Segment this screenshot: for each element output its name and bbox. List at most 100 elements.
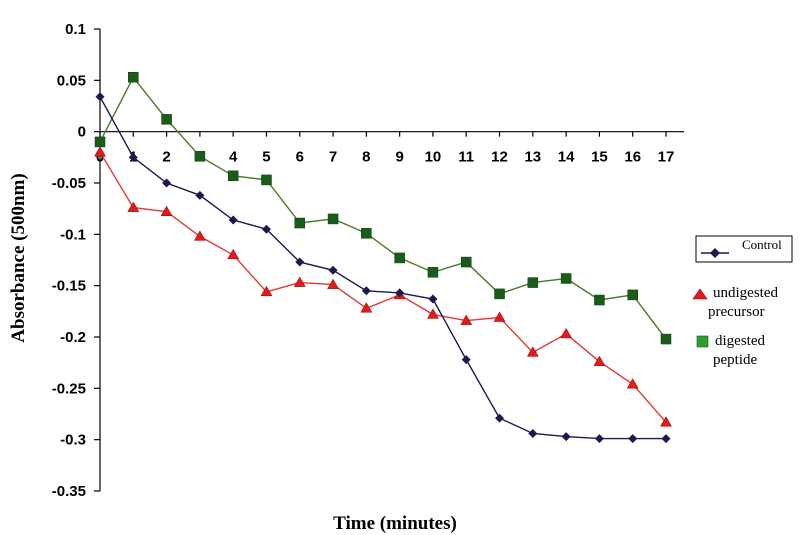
data-point-square bbox=[660, 333, 672, 345]
data-point-square bbox=[161, 114, 172, 125]
x-tick-label: 16 bbox=[624, 149, 641, 166]
data-point-triangle bbox=[360, 302, 373, 313]
data-point-diamond bbox=[528, 429, 538, 439]
series-undigested-precursor bbox=[94, 146, 672, 427]
series-line bbox=[99, 96, 666, 440]
data-point-triangle bbox=[560, 327, 573, 339]
series-control bbox=[95, 92, 671, 444]
x-tick-label: 8 bbox=[362, 149, 370, 166]
x-tick-label: 17 bbox=[658, 149, 675, 166]
series-line bbox=[99, 151, 667, 423]
data-point-square bbox=[361, 228, 372, 239]
data-point-square bbox=[427, 267, 439, 278]
y-tick-label: -0.35 bbox=[52, 483, 86, 500]
data-point-diamond bbox=[628, 434, 638, 444]
legend-control-label: Control bbox=[742, 237, 782, 252]
x-tick-label: 7 bbox=[329, 149, 337, 166]
data-point-square bbox=[460, 256, 472, 268]
data-point-triangle bbox=[660, 416, 672, 427]
x-tick-label: 2 bbox=[162, 149, 170, 166]
data-point-diamond bbox=[295, 257, 305, 267]
legend-control-box bbox=[695, 235, 793, 263]
data-point-square bbox=[394, 252, 405, 264]
data-point-triangle bbox=[227, 248, 240, 260]
data-point-diamond bbox=[561, 432, 571, 442]
data-point-square bbox=[594, 294, 605, 306]
x-tick-label: 11 bbox=[458, 149, 474, 166]
data-point-diamond bbox=[661, 434, 671, 444]
data-point-diamond bbox=[428, 294, 438, 304]
legend-undigested-marker bbox=[692, 288, 708, 300]
y-tick-label: 0.1 bbox=[65, 21, 86, 38]
data-point-triangle bbox=[526, 346, 539, 357]
data-point-square bbox=[94, 136, 106, 148]
data-point-diamond bbox=[328, 265, 338, 275]
y-tick-label: -0.2 bbox=[60, 329, 86, 346]
legend-undigested-label-1: undigested bbox=[713, 285, 778, 301]
x-tick-label: 15 bbox=[591, 149, 608, 166]
data-point-square bbox=[128, 72, 139, 83]
y-tick-label: -0.25 bbox=[52, 380, 86, 397]
x-tick-label: 9 bbox=[395, 149, 403, 166]
data-point-triangle bbox=[260, 285, 273, 297]
legend-undigested-label-2: precursor bbox=[708, 304, 765, 320]
data-point-triangle bbox=[493, 311, 506, 322]
data-point-triangle bbox=[427, 308, 439, 319]
data-point-diamond bbox=[461, 355, 471, 365]
data-point-triangle bbox=[626, 378, 639, 389]
data-point-square bbox=[261, 174, 272, 186]
data-point-square bbox=[560, 273, 572, 284]
y-tick-label: 0.05 bbox=[57, 72, 86, 89]
x-tick-label: 13 bbox=[524, 149, 541, 166]
data-point-triangle bbox=[293, 276, 306, 287]
data-point-triangle bbox=[327, 278, 339, 289]
x-tick-label: 10 bbox=[425, 149, 442, 166]
legend-digested-label-2: peptide bbox=[713, 352, 757, 368]
y-tick-label: -0.15 bbox=[52, 278, 86, 295]
series-line bbox=[99, 76, 667, 340]
x-tick-label: 4 bbox=[229, 149, 238, 166]
x-axis-ticks: 01234567891011121314151617 bbox=[96, 131, 675, 166]
data-point-diamond bbox=[261, 224, 271, 234]
data-point-diamond bbox=[95, 92, 105, 102]
data-point-triangle bbox=[94, 146, 106, 157]
y-tick-label: -0.3 bbox=[60, 432, 86, 449]
y-tick-label: -0.1 bbox=[60, 226, 86, 243]
data-point-diamond bbox=[195, 190, 205, 200]
data-point-square bbox=[327, 213, 339, 225]
data-point-triangle bbox=[593, 355, 606, 366]
data-point-diamond bbox=[395, 288, 405, 298]
series-digested-peptide bbox=[94, 72, 672, 345]
data-point-square bbox=[527, 277, 539, 288]
legend-digested-marker bbox=[696, 335, 709, 348]
y-tick-label: 0 bbox=[78, 124, 86, 141]
data-point-diamond bbox=[361, 286, 371, 296]
y-axis-ticks: 0.1 0.05 0 -0.05 -0.1 -0.15 -0.2 -0.25 -0.3 -0.35 bbox=[52, 21, 100, 500]
series-layer bbox=[94, 72, 672, 444]
data-point-square bbox=[194, 151, 206, 162]
x-tick-label: 12 bbox=[491, 149, 508, 166]
data-point-triangle bbox=[160, 205, 173, 216]
legend-digested-label-1: digested bbox=[715, 333, 765, 349]
plot-area: 0.1 0.05 0 -0.05 -0.1 -0.15 -0.2 -0.25 -0.3 -0.35… bbox=[52, 21, 684, 500]
data-point-diamond bbox=[594, 434, 604, 444]
legend: Control undigested precursor digested pe… bbox=[692, 235, 793, 368]
data-point-square bbox=[494, 288, 505, 300]
data-point-square bbox=[627, 289, 638, 301]
data-point-diamond bbox=[228, 215, 238, 225]
data-point-diamond bbox=[162, 178, 172, 188]
x-tick-label: 14 bbox=[558, 149, 575, 166]
data-point-square bbox=[294, 217, 306, 229]
data-point-triangle bbox=[460, 314, 473, 325]
x-tick-label: 5 bbox=[262, 149, 270, 166]
data-point-triangle bbox=[193, 230, 206, 241]
x-tick-label: 0 bbox=[96, 149, 104, 166]
legend-control-marker bbox=[710, 248, 720, 258]
data-point-square bbox=[227, 170, 239, 182]
data-point-triangle bbox=[127, 201, 140, 212]
x-tick-label: 6 bbox=[296, 149, 304, 166]
data-point-diamond bbox=[495, 413, 505, 423]
y-axis-title: Absorbance (500nm) bbox=[8, 173, 29, 342]
y-tick-label: -0.05 bbox=[52, 175, 86, 192]
